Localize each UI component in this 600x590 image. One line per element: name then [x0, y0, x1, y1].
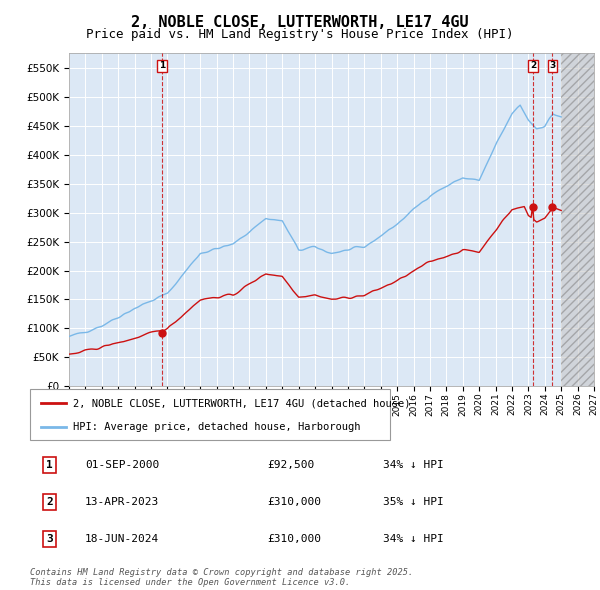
Text: 18-JUN-2024: 18-JUN-2024 [85, 534, 160, 544]
Text: 2: 2 [530, 61, 536, 70]
Text: 2, NOBLE CLOSE, LUTTERWORTH, LE17 4GU (detached house): 2, NOBLE CLOSE, LUTTERWORTH, LE17 4GU (d… [73, 398, 410, 408]
Text: 1: 1 [46, 460, 53, 470]
Bar [561, 53, 594, 386]
Text: Price paid vs. HM Land Registry's House Price Index (HPI): Price paid vs. HM Land Registry's House … [86, 28, 514, 41]
Text: 3: 3 [46, 534, 53, 544]
Text: 3: 3 [549, 61, 556, 70]
Text: 34% ↓ HPI: 34% ↓ HPI [383, 460, 444, 470]
Text: 2, NOBLE CLOSE, LUTTERWORTH, LE17 4GU: 2, NOBLE CLOSE, LUTTERWORTH, LE17 4GU [131, 15, 469, 30]
Text: 34% ↓ HPI: 34% ↓ HPI [383, 534, 444, 544]
Text: 1: 1 [159, 61, 165, 70]
Text: HPI: Average price, detached house, Harborough: HPI: Average price, detached house, Harb… [73, 422, 361, 432]
Text: £310,000: £310,000 [268, 534, 322, 544]
Text: 35% ↓ HPI: 35% ↓ HPI [383, 497, 444, 507]
Text: 01-SEP-2000: 01-SEP-2000 [85, 460, 160, 470]
FancyBboxPatch shape [30, 389, 390, 440]
Text: Contains HM Land Registry data © Crown copyright and database right 2025.
This d: Contains HM Land Registry data © Crown c… [30, 568, 413, 587]
Text: £92,500: £92,500 [268, 460, 314, 470]
Text: 2: 2 [46, 497, 53, 507]
Text: 13-APR-2023: 13-APR-2023 [85, 497, 160, 507]
Text: £310,000: £310,000 [268, 497, 322, 507]
